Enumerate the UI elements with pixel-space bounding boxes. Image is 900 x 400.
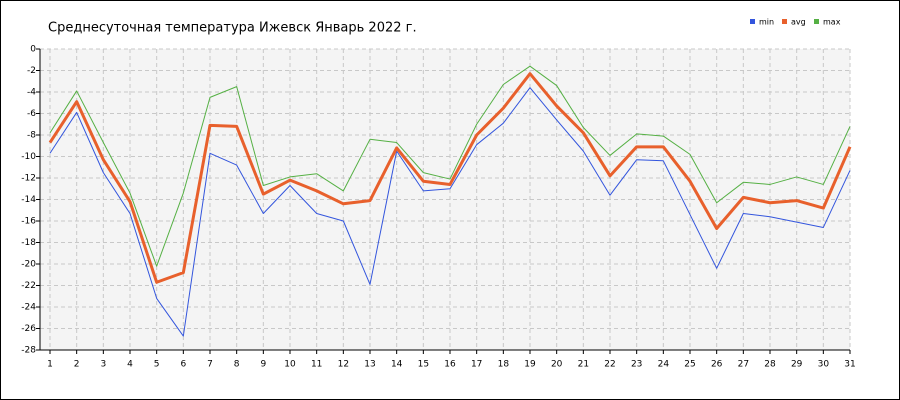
x-tick-label: 20 (551, 360, 563, 370)
legend-label: avg (791, 18, 806, 27)
x-tick-label: 12 (338, 360, 349, 370)
x-tick-label: 7 (207, 360, 213, 370)
x-tick-label: 22 (604, 360, 615, 370)
x-tick-label: 10 (284, 360, 296, 370)
x-tick-label: 31 (844, 360, 855, 370)
y-tick-label: -16 (21, 217, 36, 227)
x-tick-label: 15 (418, 360, 429, 370)
x-tick-label: 18 (498, 360, 510, 370)
x-tick-label: 29 (791, 360, 803, 370)
x-tick-label: 1 (47, 360, 53, 370)
y-tick-label: -20 (21, 260, 36, 270)
x-tick-label: 27 (738, 360, 749, 370)
y-tick-label: 0 (30, 45, 36, 55)
x-tick-label: 23 (631, 360, 642, 370)
y-tick-label: -12 (21, 174, 36, 184)
x-tick-label: 19 (524, 360, 536, 370)
x-tick-label: 24 (658, 360, 670, 370)
x-tick-label: 9 (260, 360, 266, 370)
x-tick-label: 21 (578, 360, 589, 370)
y-tick-label: -8 (27, 131, 36, 141)
y-tick-label: -22 (21, 281, 36, 291)
x-tick-label: 8 (234, 360, 240, 370)
x-tick-label: 3 (100, 360, 106, 370)
line-min (49, 87, 851, 337)
x-tick-label: 30 (818, 360, 830, 370)
y-tick-label: -6 (27, 109, 36, 119)
x-tick-label: 14 (391, 360, 403, 370)
x-tick-label: 28 (764, 360, 776, 370)
legend-swatch (782, 19, 787, 24)
x-tick-label: 26 (711, 360, 723, 370)
y-tick-label: -2 (27, 66, 36, 76)
legend-swatch (750, 19, 755, 24)
x-tick-label: 4 (127, 360, 133, 370)
x-tick-label: 6 (180, 360, 186, 370)
y-tick-label: -10 (21, 152, 36, 162)
line-avg (48, 72, 852, 284)
legend-label: min (759, 18, 774, 27)
y-tick-label: -14 (21, 195, 36, 205)
x-tick-label: 16 (444, 360, 456, 370)
x-tick-label: 5 (154, 360, 160, 370)
legend-swatch (814, 19, 819, 24)
x-tick-label: 11 (311, 360, 322, 370)
y-tick-label: -26 (21, 324, 36, 334)
line-max (49, 65, 851, 267)
chart-title: Среднесуточная температура Ижевск Январь… (48, 21, 417, 36)
y-tick-label: -28 (21, 346, 36, 356)
y-tick-label: -18 (21, 238, 36, 248)
legend-label: max (823, 18, 841, 27)
x-tick-label: 2 (74, 360, 80, 370)
y-tick-label: -24 (21, 303, 36, 313)
x-tick-label: 17 (471, 360, 482, 370)
x-tick-label: 25 (684, 360, 695, 370)
y-tick-label: -4 (27, 88, 36, 98)
x-tick-label: 13 (364, 360, 375, 370)
